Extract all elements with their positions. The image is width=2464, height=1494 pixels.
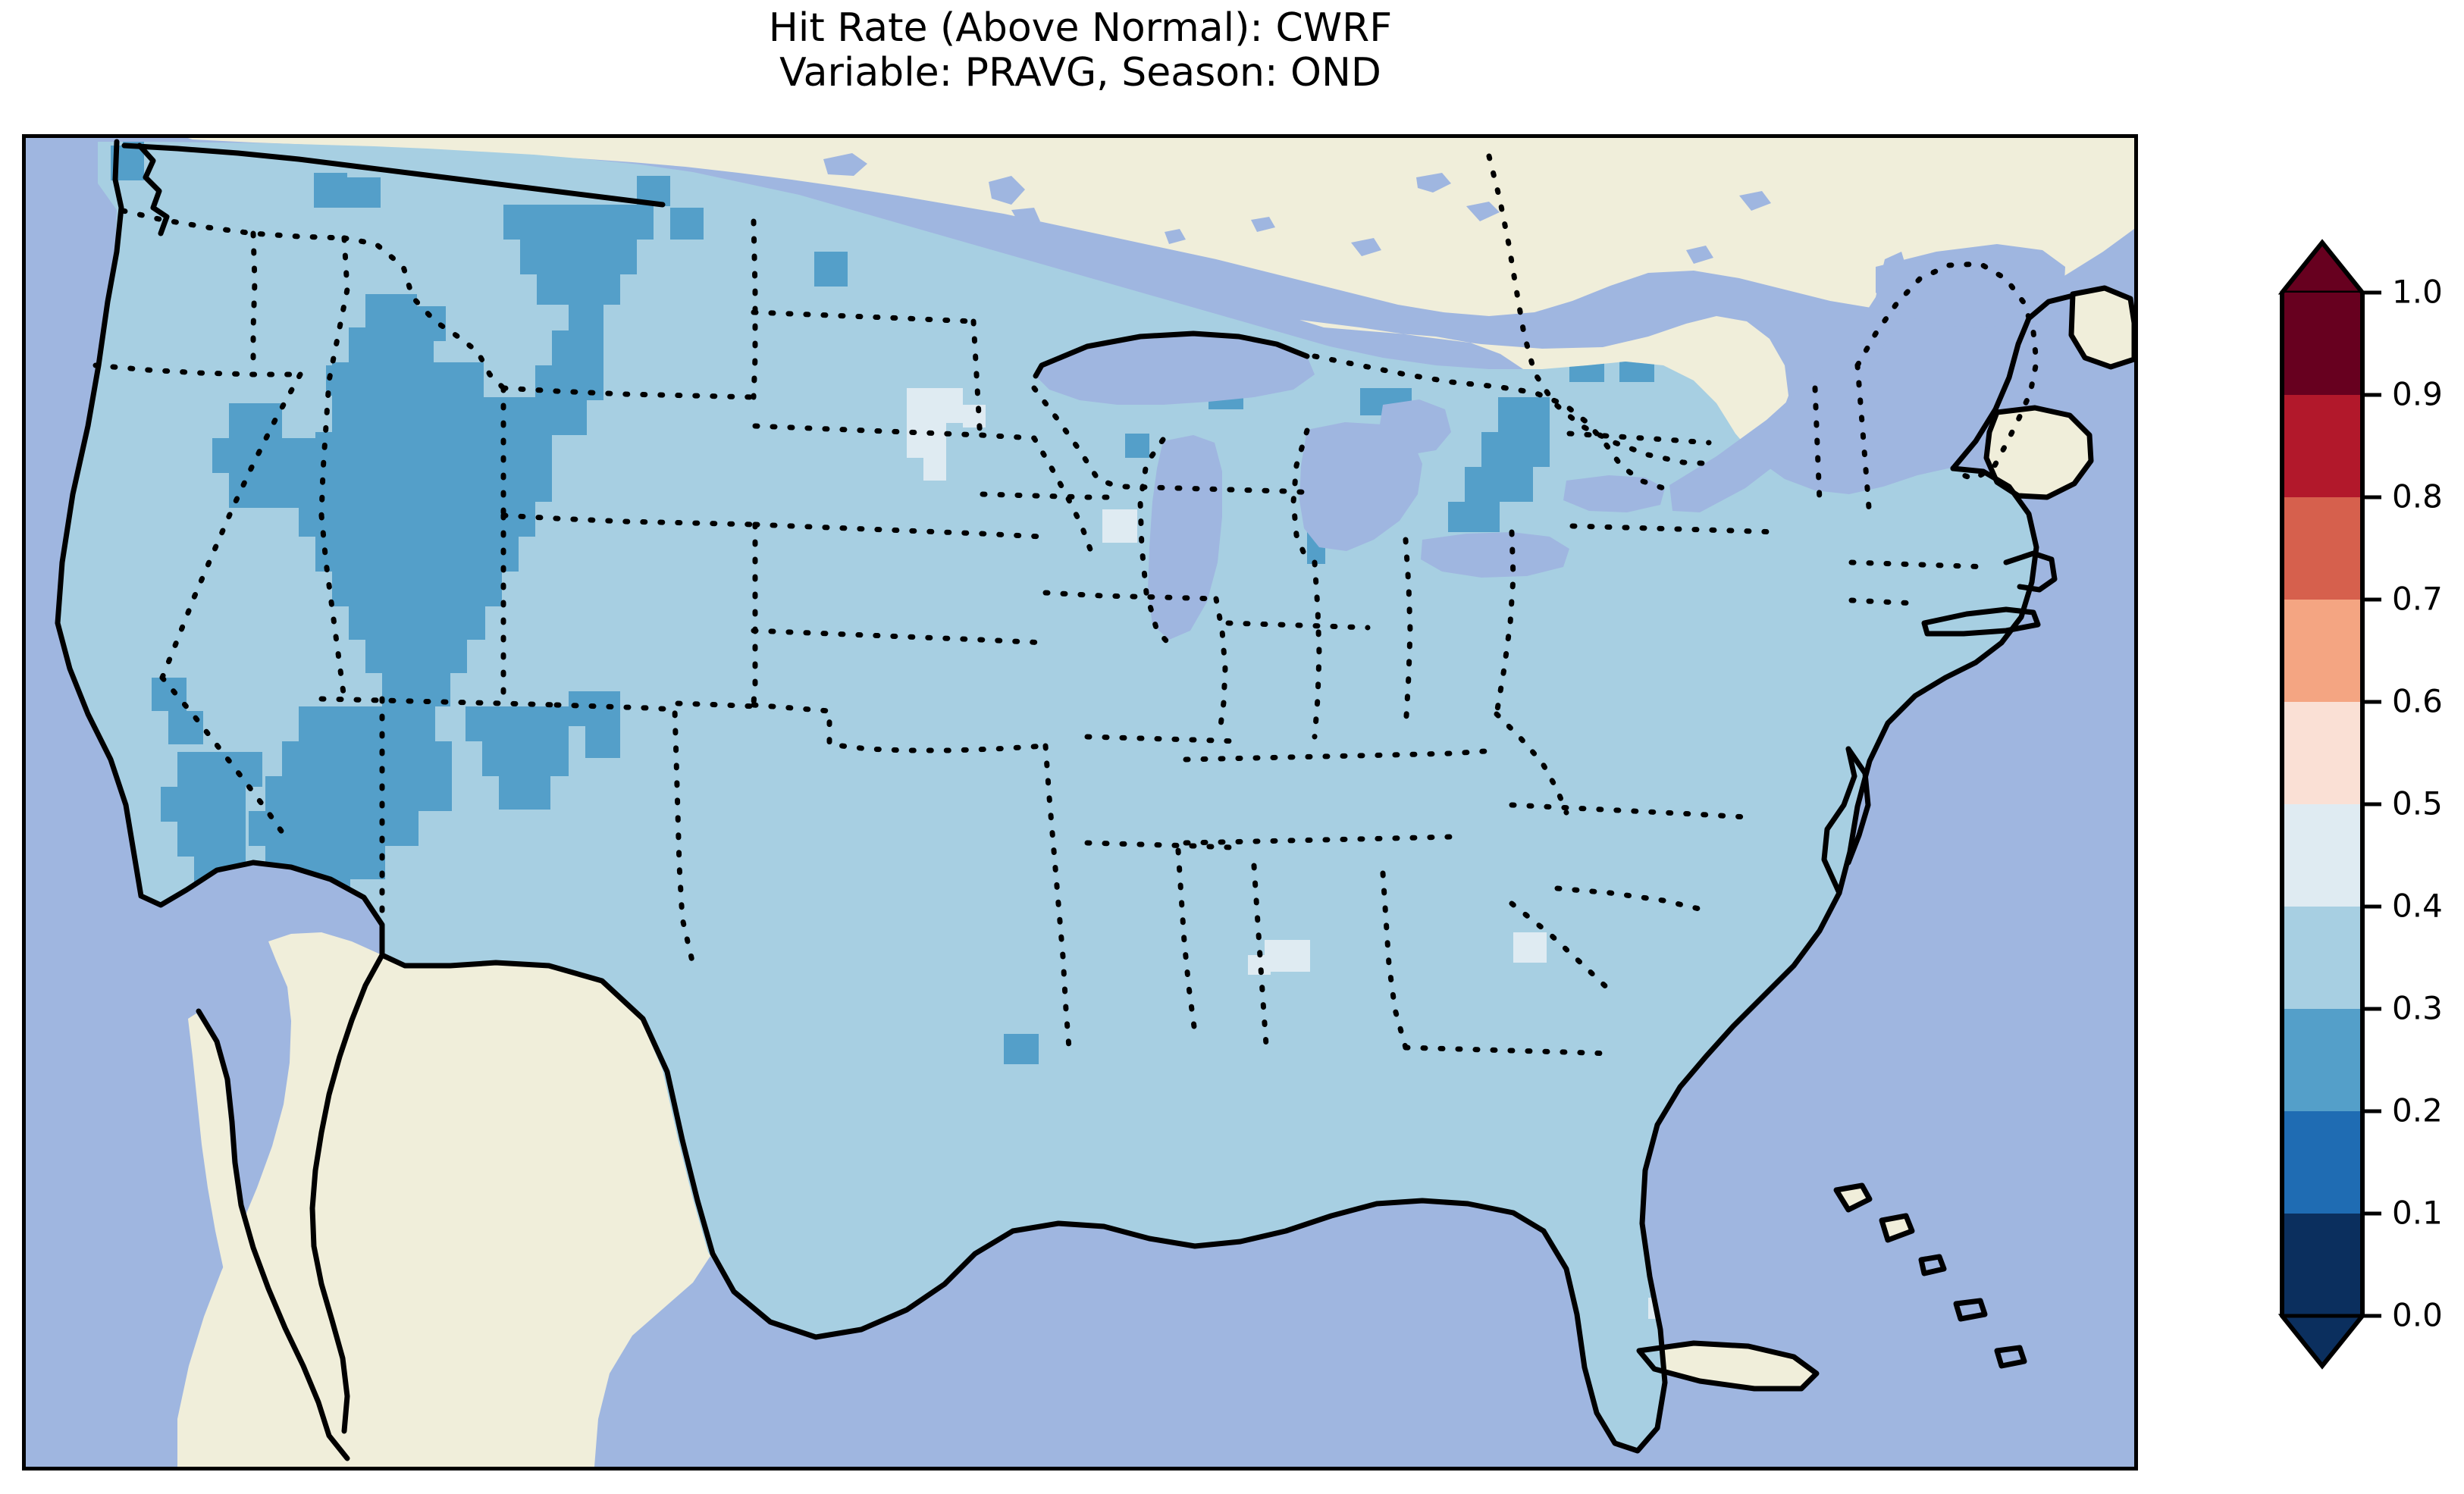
colorbar-band-0.1-0.2 [2282, 1111, 2362, 1214]
colorbar-tick-label: 0.4 [2392, 888, 2443, 925]
figure-title: Hit Rate (Above Normal): CWRF Variable: … [768, 5, 1393, 96]
colorbar-band-0.2-0.3 [2282, 1009, 2362, 1111]
colorbar-tick-label: 0.0 [2392, 1297, 2443, 1334]
colorbar-band-0.4-0.5 [2282, 804, 2362, 907]
colorbar-axis-label: Hit Rate [2457, 227, 2464, 1410]
colorbar-tick-label: 0.9 [2392, 376, 2443, 413]
colorbar-band-0.7-0.8 [2282, 497, 2362, 600]
colorbar-tick-label: 0.8 [2392, 478, 2443, 515]
colorbar-svg: 1.0 0.9 0.8 0.7 0.6 0.5 0.4 0.3 0.2 0.1 … [2277, 239, 2443, 1370]
map-panel [22, 134, 2138, 1471]
colorbar-ticks [2362, 290, 2381, 1318]
colorbar: 1.0 0.9 0.8 0.7 0.6 0.5 0.4 0.3 0.2 0.1 … [2263, 227, 2464, 1410]
great-lakes [823, 153, 2065, 640]
coastlines [55, 139, 2134, 1461]
state-borders [92, 153, 2039, 1057]
colorbar-band-0.8-0.9 [2282, 395, 2362, 497]
colorbar-tick-label: 0.2 [2392, 1092, 2443, 1129]
colorbar-band-0.0-0.1 [2282, 1214, 2362, 1316]
map-canvas [26, 138, 2134, 1467]
colorbar-tick-label: 0.7 [2392, 581, 2443, 618]
colorbar-tick-label: 0.6 [2392, 683, 2443, 720]
colorbar-tick-label: 0.3 [2392, 990, 2443, 1027]
colorbar-tick-label: 0.5 [2392, 785, 2443, 822]
colorbar-band-0.5-0.6 [2282, 702, 2362, 804]
colorbar-tick-label: 0.1 [2392, 1195, 2443, 1232]
colorbar-tick-label: 1.0 [2392, 274, 2443, 311]
colorbar-band-0.6-0.7 [2282, 600, 2362, 702]
colorbar-extend-max [2277, 240, 2367, 295]
colorbar-band-0.9-1.0 [2282, 293, 2362, 395]
colorbar-extend-min [2277, 1314, 2367, 1369]
colorbar-band-0.3-0.4 [2282, 907, 2362, 1009]
